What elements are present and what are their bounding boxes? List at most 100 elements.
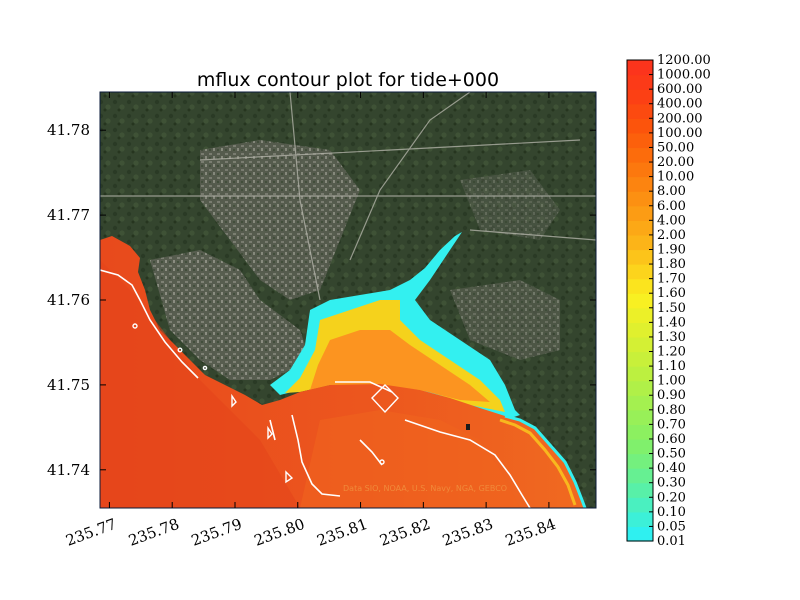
colorbar-swatch <box>627 424 653 440</box>
colorbar-swatch <box>627 191 653 207</box>
colorbar-tick-label: 1.90 <box>657 242 686 257</box>
colorbar-labels: 0.010.050.100.200.300.400.500.600.700.80… <box>649 53 711 549</box>
x-tick-label: 235.81 <box>314 515 369 550</box>
colorbar-tick-label: 0.50 <box>657 447 686 462</box>
y-tick-label: 41.74 <box>47 461 90 479</box>
harbor-structures <box>132 323 399 484</box>
urban-area-north <box>200 140 360 300</box>
colorbar-frame <box>626 59 654 542</box>
x-tick-label: 235.78 <box>126 515 181 550</box>
colorbar-swatch <box>627 322 653 338</box>
colorbar-swatch <box>627 482 653 498</box>
colorbar-tick-label: 1.50 <box>657 301 686 316</box>
colorbar-tick-label: 0.90 <box>657 388 686 403</box>
colorbar-tick-label: 1.60 <box>657 286 686 301</box>
colorbar-tick-label: 0.40 <box>657 461 686 476</box>
colorbar-tick-label: 20.00 <box>657 155 694 170</box>
colorbar-tick-label: 0.60 <box>657 432 686 447</box>
colorbar-tick-label: 1.70 <box>657 272 686 287</box>
colorbar-tick-label: 0.10 <box>657 505 686 520</box>
colorbar-tick-label: 1.20 <box>657 345 686 360</box>
colorbar-tick-label: 1.10 <box>657 359 686 374</box>
colorbar-swatch <box>627 89 653 105</box>
colorbar-tick-label: 200.00 <box>657 111 703 126</box>
colorbar-swatch <box>627 278 653 294</box>
roads <box>100 92 596 301</box>
y-tick-label: 41.78 <box>47 121 90 139</box>
x-tick-label: 235.77 <box>63 515 118 550</box>
colorbar-swatch <box>627 205 653 221</box>
urban-area-east <box>450 280 560 360</box>
urban-area-ne <box>460 170 560 240</box>
colorbar-swatch <box>627 220 653 236</box>
river-plume-inner <box>310 330 490 402</box>
colorbar-tick-label: 4.00 <box>657 213 686 228</box>
plot-area: Data SIO, NOAA, U.S. Navy, NGA, GEBCO <box>100 92 596 508</box>
sea-core <box>300 410 520 508</box>
colorbar-swatch <box>627 249 653 265</box>
colorbar-tick-label: 8.00 <box>657 184 686 199</box>
colorbar-swatch <box>627 307 653 323</box>
colorbar-swatch <box>627 176 653 192</box>
colorbar-swatch <box>627 264 653 280</box>
coastlines <box>100 269 531 508</box>
colorbar-tick-label: 0.70 <box>657 417 686 432</box>
colorbar-swatch <box>627 234 653 251</box>
colorbar-swatch <box>627 380 653 396</box>
y-tick-label: 41.77 <box>47 206 90 224</box>
colorbar-swatch <box>627 497 653 513</box>
colorbar-swatch <box>627 409 653 425</box>
colorbar-tick-label: 0.01 <box>657 534 686 549</box>
colorbar-tick-label: 0.05 <box>657 519 686 534</box>
colorbar-tick-label: 1000.00 <box>657 68 711 83</box>
y-axis-ticks: 41.74 41.75 41.76 41.77 41.78 <box>47 121 596 479</box>
x-tick-label: 235.80 <box>252 515 307 550</box>
x-tick-label: 235.84 <box>503 515 558 550</box>
y-tick-label: 41.75 <box>47 376 90 394</box>
colorbar-tick-label: 1.30 <box>657 330 686 345</box>
colorbar-swatch <box>627 468 653 484</box>
colorbar-swatch <box>627 74 653 90</box>
colorbar-swatch <box>627 395 653 411</box>
colorbar-tick-label: 100.00 <box>657 126 703 141</box>
colorbar-tick-label: 400.00 <box>657 97 703 112</box>
colorbar-tick-label: 1.00 <box>657 374 686 389</box>
colorbar-tick-label: 50.00 <box>657 140 694 155</box>
colorbar-swatch <box>627 132 653 149</box>
colorbar-tick-label: 6.00 <box>657 199 686 214</box>
colorbar-swatch <box>627 162 653 178</box>
colorbar-tick-label: 1.40 <box>657 315 686 330</box>
colorbar-tick-label: 1200.00 <box>657 53 711 68</box>
colorbar-tick-label: 2.00 <box>657 228 686 243</box>
colorbar-swatch <box>627 118 653 134</box>
colorbar-swatch <box>627 453 653 469</box>
colorbar-swatch <box>627 103 653 119</box>
colorbar-tick-label: 10.00 <box>657 170 694 185</box>
x-tick-label: 235.82 <box>377 515 432 550</box>
sea-rim-east <box>504 414 587 508</box>
colorbar-swatch <box>627 60 653 76</box>
x-tick-label: 235.79 <box>189 515 244 550</box>
colorbar-swatch <box>627 526 653 542</box>
colorbar-swatch <box>627 293 653 309</box>
colorbar-tick-label: 0.20 <box>657 490 686 505</box>
colorbar-tick-label: 0.80 <box>657 403 686 418</box>
colorbar-swatch <box>627 336 653 353</box>
colorbar <box>627 60 653 542</box>
colorbar-swatch <box>627 147 653 163</box>
colorbar-tick-label: 1.80 <box>657 257 686 272</box>
sea-west-tone <box>100 260 300 508</box>
x-tick-label: 235.83 <box>440 515 495 550</box>
attribution-text: Data SIO, NOAA, U.S. Navy, NGA, GEBCO <box>343 484 507 493</box>
y-tick-label: 41.76 <box>47 291 90 309</box>
colorbar-swatch <box>627 438 653 455</box>
chart-title: mflux contour plot for tide+000 <box>197 69 499 91</box>
urban-area <box>150 250 310 380</box>
sea-rim-yellow <box>499 418 577 506</box>
colorbar-swatch <box>627 511 653 528</box>
colorbar-tick-label: 0.30 <box>657 476 686 491</box>
colorbar-swatch <box>627 351 653 367</box>
dark-marker <box>466 424 470 430</box>
colorbar-tick-label: 600.00 <box>657 82 703 97</box>
